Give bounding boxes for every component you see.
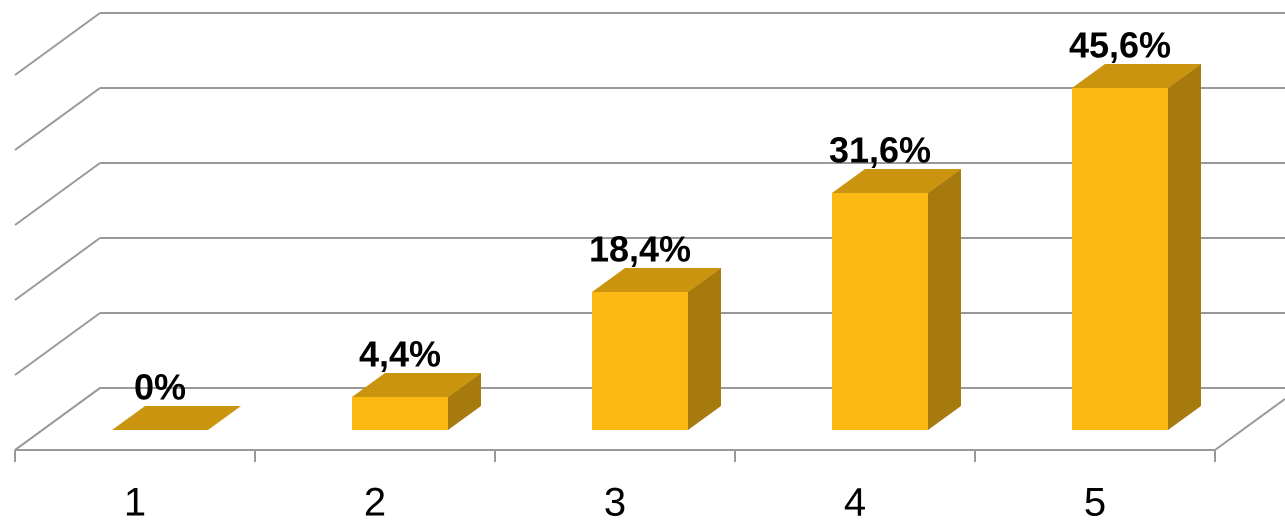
bar bbox=[832, 169, 961, 430]
grid-line-side bbox=[14, 312, 101, 376]
x-tick-label: 2 bbox=[364, 481, 386, 523]
bar-side bbox=[448, 373, 481, 430]
bar bbox=[1072, 64, 1201, 430]
bar-top bbox=[1072, 64, 1201, 88]
bar-side bbox=[928, 169, 961, 430]
x-tick-label: 5 bbox=[1084, 481, 1106, 523]
floor-right bbox=[1214, 398, 1285, 451]
value-label: 45,6% bbox=[1069, 25, 1171, 66]
value-label: 4,4% bbox=[359, 334, 441, 375]
bar-top bbox=[592, 268, 721, 292]
bar-front bbox=[1072, 88, 1168, 430]
x-tick-label: 1 bbox=[124, 481, 146, 523]
grid-line-side bbox=[14, 12, 101, 76]
bar-top bbox=[112, 406, 241, 430]
bar-side bbox=[688, 268, 721, 430]
bar-top bbox=[832, 169, 961, 193]
value-label: 31,6% bbox=[829, 130, 931, 171]
x-tick-label: 4 bbox=[844, 481, 866, 523]
bar-front bbox=[832, 193, 928, 430]
value-label: 18,4% bbox=[589, 229, 691, 270]
bar-front bbox=[352, 397, 448, 430]
grid-line-side bbox=[14, 387, 101, 451]
grid-line-side bbox=[14, 87, 101, 151]
bar-side bbox=[1168, 64, 1201, 430]
bar bbox=[592, 268, 721, 430]
bar-front bbox=[592, 292, 688, 430]
x-tick-label: 3 bbox=[604, 481, 626, 523]
bar-top bbox=[352, 373, 481, 397]
grid-line-side bbox=[14, 237, 101, 301]
bar bbox=[112, 406, 241, 430]
grid-line-side bbox=[14, 162, 101, 226]
bar bbox=[352, 373, 481, 430]
value-label: 0% bbox=[134, 367, 186, 408]
